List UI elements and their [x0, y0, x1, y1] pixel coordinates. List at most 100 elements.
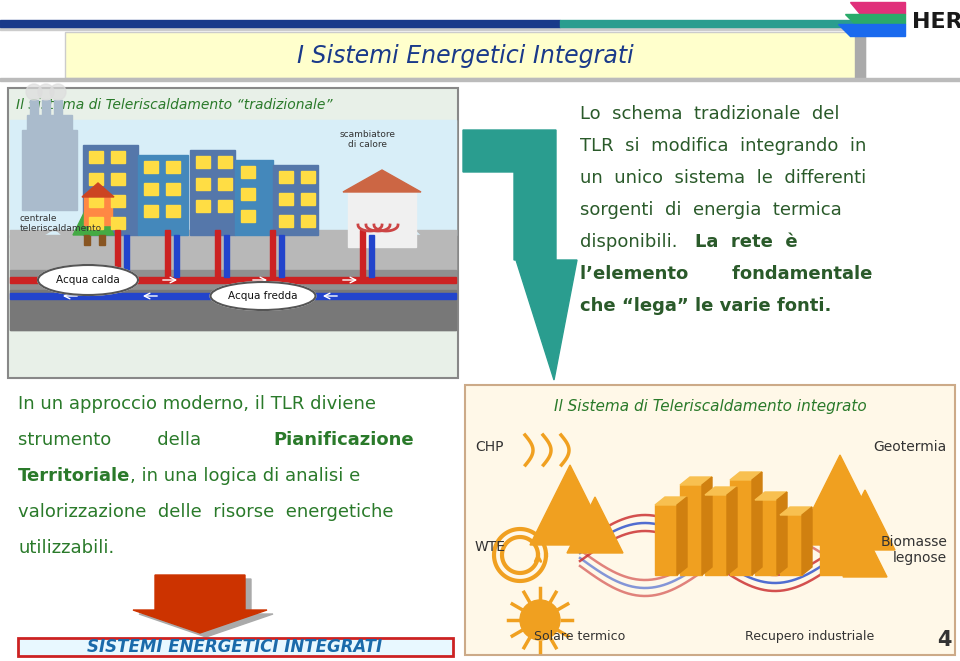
Bar — [89, 195, 103, 207]
Bar — [111, 151, 125, 163]
Polygon shape — [655, 497, 687, 505]
Polygon shape — [843, 533, 887, 577]
Polygon shape — [850, 2, 905, 14]
Bar — [301, 215, 315, 227]
Text: Il Sistema di Teleriscaldamento integrato: Il Sistema di Teleriscaldamento integrat… — [554, 399, 866, 414]
Text: La  rete  è: La rete è — [695, 233, 798, 251]
Polygon shape — [343, 170, 421, 192]
Bar — [165, 230, 170, 280]
Circle shape — [520, 600, 560, 640]
Bar — [0, 78, 960, 81]
Bar — [241, 210, 255, 222]
Text: Geotermia: Geotermia — [874, 440, 947, 454]
Polygon shape — [752, 472, 762, 575]
Bar — [10, 293, 456, 299]
Text: Acqua fredda: Acqua fredda — [228, 291, 298, 301]
Text: Pianificazione: Pianificazione — [273, 431, 414, 449]
Text: valorizzazione  delle  risorse  energetiche: valorizzazione delle risorse energetiche — [18, 503, 394, 521]
Bar — [224, 235, 229, 277]
Bar — [111, 173, 125, 185]
Bar — [0, 27, 870, 30]
Circle shape — [38, 84, 54, 100]
Text: centrale
teleriscaldamento: centrale teleriscaldamento — [20, 214, 102, 233]
Bar — [680, 485, 702, 575]
Polygon shape — [802, 507, 812, 575]
Bar — [196, 178, 210, 190]
Text: scambiatore
di calore: scambiatore di calore — [340, 130, 396, 149]
Bar — [855, 32, 865, 78]
Polygon shape — [567, 497, 623, 553]
Bar — [241, 188, 255, 200]
Polygon shape — [705, 487, 737, 495]
Bar — [235, 160, 273, 235]
Bar — [10, 120, 456, 235]
Bar — [144, 205, 158, 217]
Text: utilizzabili.: utilizzabili. — [18, 539, 114, 557]
Bar — [279, 171, 293, 183]
FancyBboxPatch shape — [65, 32, 865, 78]
Polygon shape — [777, 492, 787, 575]
Bar — [138, 155, 188, 235]
Bar — [369, 235, 374, 277]
Polygon shape — [677, 497, 687, 575]
Text: un  unico  sistema  le  differenti: un unico sistema le differenti — [580, 169, 866, 187]
Bar — [111, 217, 125, 229]
Bar — [348, 192, 416, 247]
Bar — [780, 515, 802, 575]
Bar — [166, 161, 180, 173]
Text: HERA: HERA — [912, 12, 960, 32]
Polygon shape — [730, 472, 762, 480]
Bar — [279, 215, 293, 227]
Bar — [241, 166, 255, 178]
Bar — [301, 193, 315, 205]
Text: che “lega” le varie fonti.: che “lega” le varie fonti. — [580, 297, 831, 315]
Bar — [215, 230, 220, 280]
Bar — [115, 230, 120, 280]
Bar — [730, 480, 752, 575]
Bar — [166, 205, 180, 217]
Bar — [301, 171, 315, 183]
Bar — [655, 505, 677, 575]
Bar — [174, 235, 179, 277]
Bar — [89, 217, 103, 229]
Bar — [218, 178, 232, 190]
Text: strumento        della: strumento della — [18, 431, 247, 449]
Ellipse shape — [38, 265, 138, 295]
Bar — [89, 173, 103, 185]
Bar — [42, 100, 50, 120]
Text: Il Sistema di Teleriscaldamento “tradizionale”: Il Sistema di Teleriscaldamento “tradizi… — [16, 98, 332, 112]
Bar — [360, 230, 365, 280]
Polygon shape — [835, 490, 895, 550]
Bar — [10, 270, 456, 330]
Text: 4: 4 — [938, 630, 952, 650]
Bar — [89, 151, 103, 163]
Polygon shape — [73, 207, 101, 235]
Bar — [10, 277, 456, 283]
Bar — [196, 156, 210, 168]
Polygon shape — [90, 211, 114, 235]
Bar — [54, 100, 62, 120]
FancyBboxPatch shape — [465, 385, 955, 655]
Bar — [144, 161, 158, 173]
Polygon shape — [82, 183, 114, 197]
Text: WTE: WTE — [475, 540, 506, 554]
Bar — [99, 235, 105, 245]
Text: , in una logica di analisi e: , in una logica di analisi e — [130, 467, 360, 485]
Bar — [755, 500, 777, 575]
Text: Territoriale: Territoriale — [18, 467, 131, 485]
Text: TLR  si  modifica  integrando  in: TLR si modifica integrando in — [580, 137, 866, 155]
Bar — [10, 235, 456, 270]
Bar — [279, 193, 293, 205]
Text: Biomasse
legnose: Biomasse legnose — [880, 535, 947, 565]
Polygon shape — [680, 477, 712, 485]
Polygon shape — [530, 465, 610, 545]
Bar — [84, 197, 112, 225]
Bar — [144, 183, 158, 195]
Bar — [705, 495, 727, 575]
Bar — [124, 235, 129, 277]
Bar — [279, 235, 284, 277]
Ellipse shape — [210, 282, 316, 310]
Bar — [22, 130, 77, 210]
Polygon shape — [795, 455, 885, 545]
Bar — [83, 145, 138, 235]
